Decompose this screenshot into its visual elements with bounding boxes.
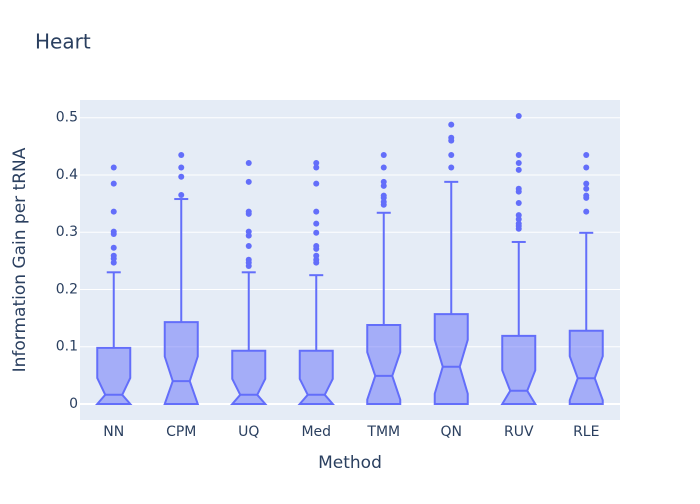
outlier — [313, 180, 320, 187]
x-tick-label: NN — [103, 424, 124, 440]
outlier — [110, 230, 117, 237]
outlier — [313, 220, 320, 227]
box — [366, 323, 402, 405]
outlier — [178, 151, 185, 158]
outlier — [178, 173, 185, 180]
box — [95, 346, 133, 405]
outlier — [245, 159, 252, 166]
x-tick-label: UQ — [238, 424, 259, 440]
outlier — [515, 188, 522, 195]
outlier — [313, 245, 320, 252]
x-tick-label: RUV — [504, 424, 534, 440]
plot-area — [80, 100, 620, 420]
box — [500, 334, 538, 405]
y-tick-label: 0.4 — [56, 167, 78, 183]
outlier — [583, 194, 590, 201]
x-tick-label: QN — [441, 424, 463, 440]
x-tick-label: CPM — [166, 424, 196, 440]
chart-title: Heart — [35, 30, 91, 54]
outlier — [583, 164, 590, 171]
box — [230, 349, 268, 405]
outlier — [313, 164, 320, 171]
outlier — [245, 178, 252, 185]
outlier — [515, 216, 522, 223]
x-tick-label: TMM — [366, 424, 400, 440]
x-tick-label: RLE — [573, 424, 599, 440]
outlier — [110, 164, 117, 171]
outlier — [110, 259, 117, 266]
outlier — [583, 151, 590, 158]
outlier — [583, 185, 590, 192]
y-tick-label: 0.2 — [56, 281, 78, 297]
outlier — [515, 166, 522, 173]
y-tick-label: 0.5 — [56, 110, 78, 126]
outlier — [515, 225, 522, 232]
y-tick-label: 0.3 — [56, 224, 78, 240]
box — [297, 349, 335, 405]
outlier — [245, 263, 252, 270]
box — [433, 313, 469, 405]
outlier — [448, 151, 455, 158]
x-tick-label: Med — [301, 424, 331, 440]
outlier — [110, 180, 117, 187]
outlier — [313, 159, 320, 166]
y-axis-title: Information Gain per tRNA — [10, 147, 30, 372]
box — [163, 321, 200, 405]
outlier — [515, 200, 522, 207]
outlier — [380, 151, 387, 158]
outlier — [110, 208, 117, 215]
outlier — [380, 182, 387, 189]
outlier — [245, 210, 252, 217]
outlier — [110, 244, 117, 251]
outlier — [380, 164, 387, 171]
outlier — [313, 229, 320, 236]
outlier — [515, 113, 522, 120]
outlier — [448, 164, 455, 171]
outlier — [178, 192, 185, 199]
outlier — [515, 151, 522, 158]
y-tick-label: 0 — [69, 396, 78, 412]
box — [568, 329, 604, 405]
outlier — [448, 121, 455, 128]
outlier — [245, 232, 252, 239]
outlier — [178, 164, 185, 171]
outlier — [583, 180, 590, 187]
outlier — [313, 259, 320, 266]
outlier — [313, 208, 320, 215]
outlier — [245, 242, 252, 249]
outlier — [515, 159, 522, 166]
outlier — [583, 208, 590, 215]
x-axis-title: Method — [318, 453, 382, 473]
outlier — [448, 137, 455, 144]
y-tick-label: 0.1 — [56, 339, 78, 355]
outlier — [380, 201, 387, 208]
